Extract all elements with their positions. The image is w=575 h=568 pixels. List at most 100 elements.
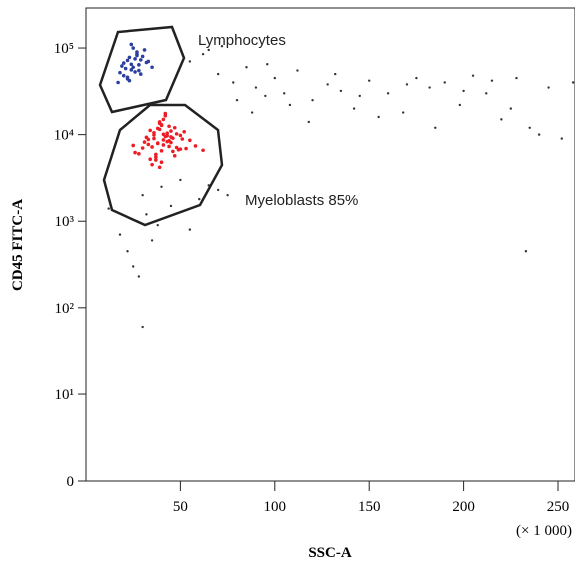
- point: [133, 150, 137, 155]
- point: [129, 68, 134, 72]
- point: [254, 86, 258, 89]
- point: [401, 111, 405, 114]
- point: [156, 223, 159, 227]
- point: [485, 92, 488, 95]
- point: [161, 117, 166, 122]
- point: [201, 52, 205, 56]
- point: [123, 66, 128, 71]
- y-tick-label: 10⁴: [54, 128, 74, 144]
- point: [220, 45, 224, 48]
- point: [266, 63, 269, 66]
- point: [172, 153, 177, 158]
- x-tick-label: 150: [358, 499, 381, 515]
- point: [172, 125, 177, 130]
- point: [415, 76, 418, 80]
- x-tick-label: 200: [452, 499, 475, 515]
- lymphocyte-gate: [98, 25, 186, 114]
- point: [154, 152, 158, 157]
- point: [571, 81, 575, 84]
- point: [226, 193, 229, 197]
- gate-label: Myeloblasts 85%: [245, 192, 358, 209]
- points: [107, 42, 575, 329]
- point: [193, 144, 198, 148]
- point: [107, 207, 110, 210]
- point: [150, 145, 154, 149]
- point: [443, 81, 446, 84]
- point: [129, 62, 134, 67]
- point: [182, 129, 186, 134]
- point: [537, 133, 541, 136]
- point: [125, 58, 130, 63]
- point: [121, 73, 126, 78]
- point: [159, 123, 164, 128]
- point: [235, 98, 239, 102]
- point: [490, 79, 494, 82]
- point: [138, 72, 143, 76]
- point: [528, 126, 531, 129]
- point: [434, 126, 437, 129]
- point: [180, 137, 185, 141]
- point: [159, 149, 164, 153]
- point: [118, 233, 122, 236]
- y-tick-label: 10⁵: [54, 41, 74, 57]
- point: [152, 130, 156, 135]
- point: [132, 265, 135, 268]
- point: [120, 64, 124, 68]
- point: [188, 60, 192, 63]
- point: [288, 103, 292, 107]
- point: [165, 133, 169, 138]
- x-tick-label: 50: [173, 499, 188, 515]
- point: [307, 120, 310, 124]
- point: [250, 111, 254, 114]
- point: [358, 94, 361, 98]
- y-tick-label: 0: [67, 474, 75, 490]
- point: [154, 155, 158, 159]
- point: [188, 228, 192, 231]
- point: [133, 70, 137, 74]
- point: [160, 185, 163, 188]
- point: [167, 144, 171, 149]
- point: [140, 146, 145, 150]
- point: [161, 138, 166, 142]
- point: [142, 140, 147, 144]
- point: [169, 204, 173, 208]
- point: [129, 42, 134, 47]
- point: [155, 126, 160, 131]
- point: [142, 48, 147, 52]
- y-tick-label: 10²: [55, 301, 75, 317]
- point: [148, 128, 152, 133]
- point: [471, 74, 475, 77]
- point: [157, 120, 162, 124]
- point: [127, 55, 132, 60]
- myeloblast-gate: [102, 103, 224, 227]
- point: [171, 149, 175, 154]
- point: [174, 145, 179, 150]
- x-unit-note: (× 1 000): [516, 523, 572, 539]
- point: [161, 132, 166, 137]
- plot-frame: [85, 7, 575, 482]
- point: [121, 61, 126, 65]
- point: [131, 65, 136, 70]
- point: [146, 142, 151, 147]
- point: [547, 86, 550, 89]
- point: [150, 239, 154, 242]
- point: [198, 197, 201, 201]
- point: [118, 70, 122, 75]
- point: [169, 135, 173, 139]
- x-tick-label: 100: [264, 499, 287, 515]
- point: [144, 135, 149, 140]
- point: [137, 63, 141, 67]
- point: [283, 92, 286, 95]
- point: [368, 79, 371, 82]
- point: [179, 178, 182, 182]
- x-axis-label: SSC-A: [308, 545, 352, 561]
- point: [201, 148, 205, 153]
- point: [524, 250, 528, 253]
- point: [458, 103, 462, 107]
- point: [161, 143, 166, 147]
- point: [184, 146, 188, 151]
- point: [167, 124, 171, 129]
- point: [148, 157, 152, 162]
- point: [133, 57, 137, 61]
